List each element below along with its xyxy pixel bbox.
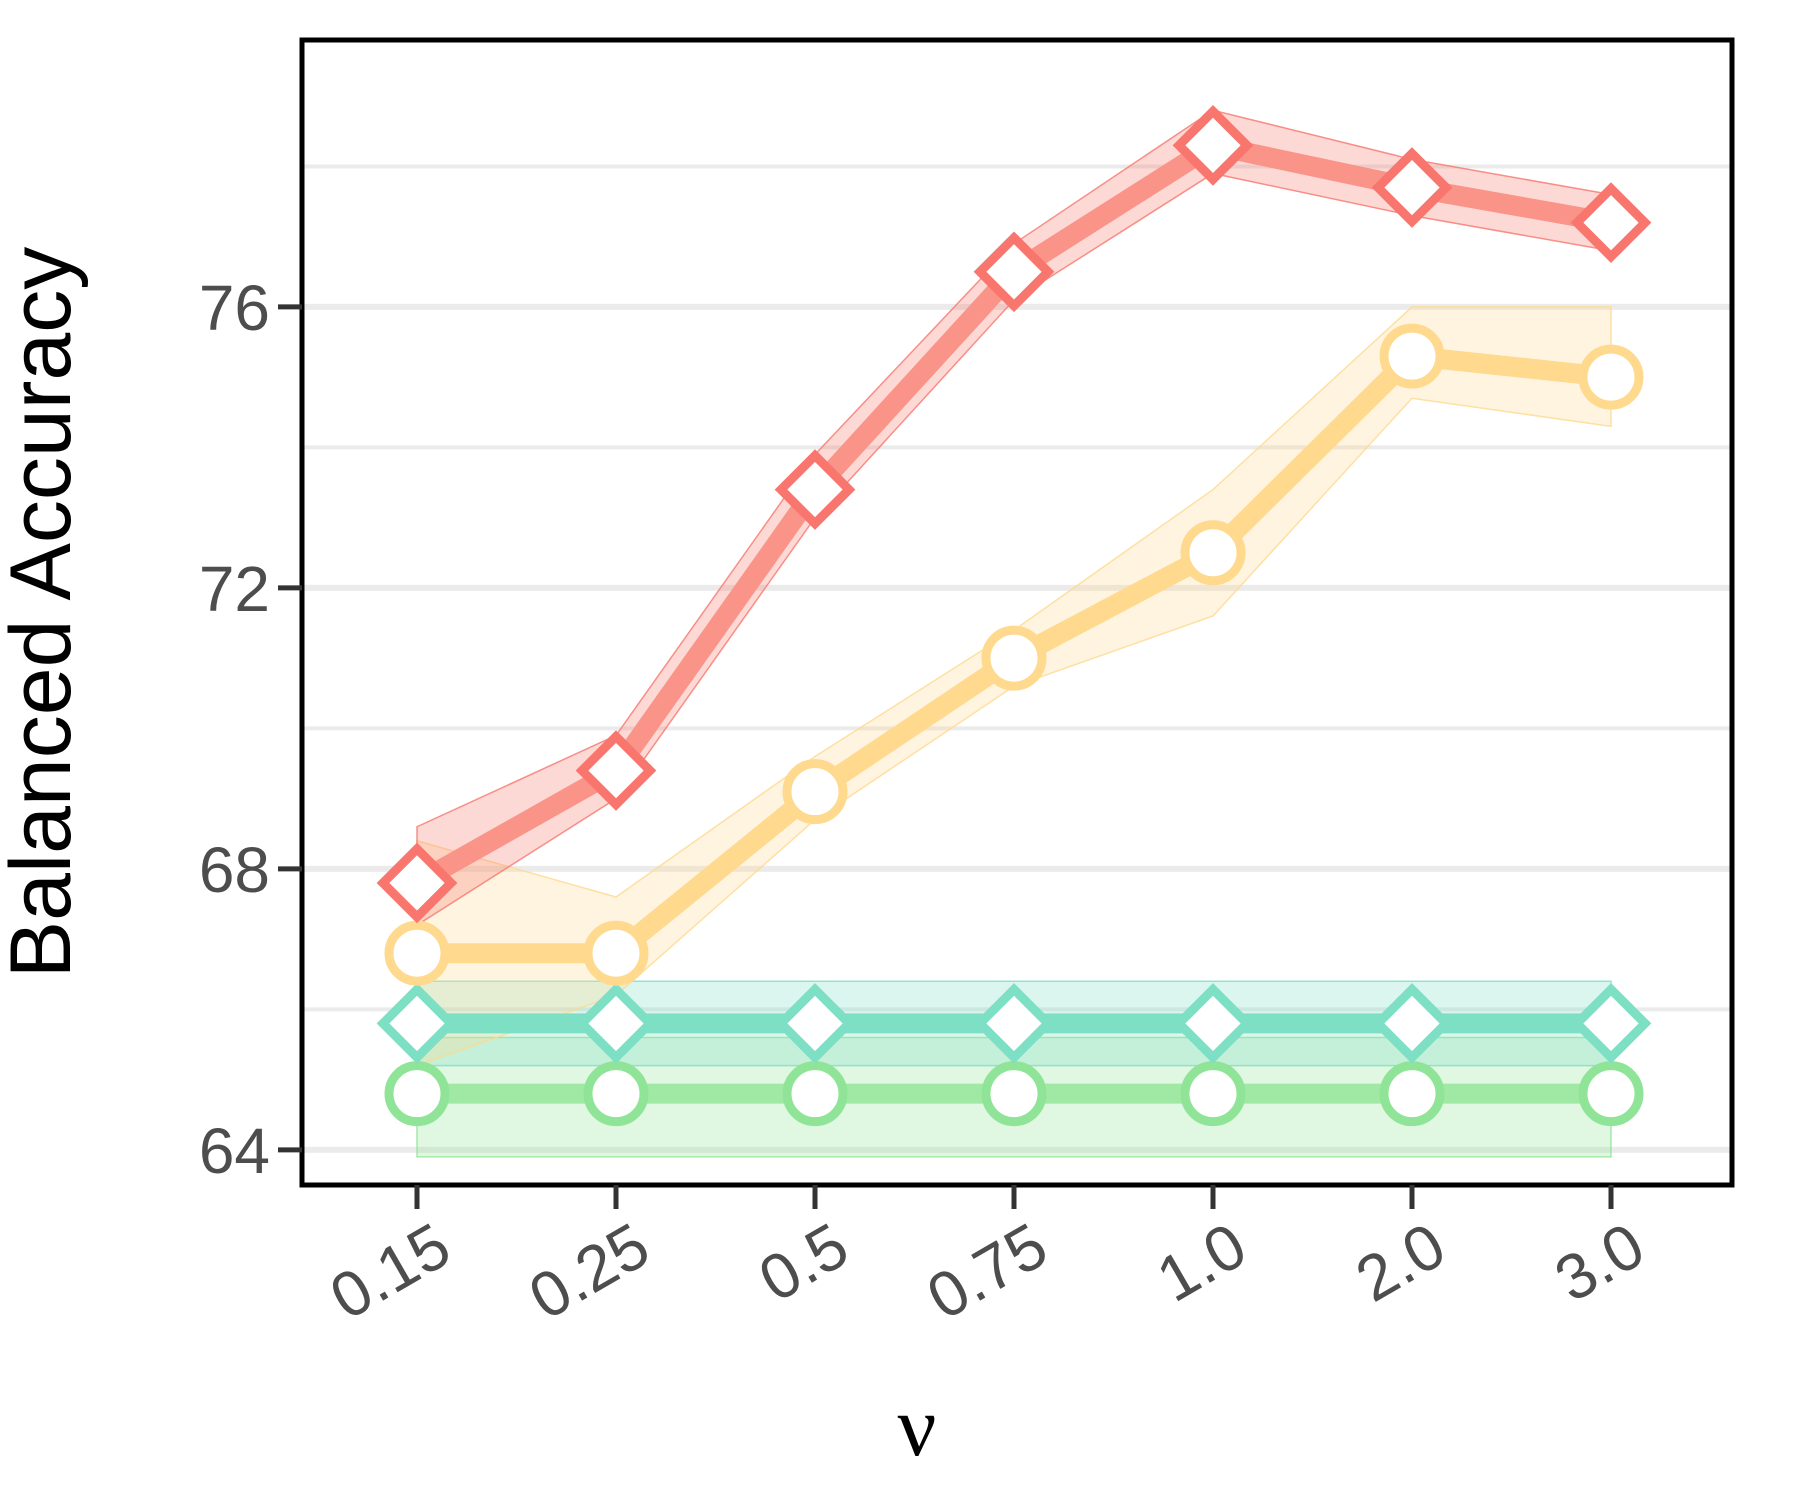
data-point-diamond <box>575 730 657 811</box>
x-tick-label: 3.0 <box>1543 1209 1656 1316</box>
x-tick-label: 0.15 <box>318 1209 462 1334</box>
data-point-diamond <box>774 983 856 1064</box>
y-tick-label: 64 <box>199 1115 270 1187</box>
data-point-diamond <box>1172 105 1254 186</box>
y-tick-label: 72 <box>199 553 270 625</box>
data-point-diamond <box>774 449 856 530</box>
data-point-circle <box>583 1061 649 1127</box>
data-point-diamond <box>1371 983 1453 1064</box>
data-point-circle <box>782 759 848 825</box>
data-point-diamond <box>973 231 1055 313</box>
series-markers <box>376 105 1652 1127</box>
data-point-diamond <box>376 983 458 1064</box>
x-tick-label: 0.75 <box>915 1209 1059 1334</box>
data-point-circle <box>1379 323 1445 389</box>
x-tick-label: 0.5 <box>747 1209 860 1316</box>
x-axis: 0.15 0.25 0.5 0.75 1.0 2.0 3.0 <box>318 1185 1656 1333</box>
data-point-circle <box>384 1061 450 1127</box>
data-point-circle <box>1578 1061 1644 1127</box>
x-tick-label: 2.0 <box>1344 1209 1457 1316</box>
x-tick-label: 1.0 <box>1145 1209 1258 1316</box>
data-point-circle <box>583 920 649 986</box>
data-point-diamond <box>973 983 1055 1064</box>
data-point-diamond <box>376 842 458 924</box>
y-axis-title: Balanced Accuracy <box>0 247 89 978</box>
data-point-diamond <box>1570 182 1652 264</box>
data-point-circle <box>981 625 1047 691</box>
data-point-circle <box>1180 520 1246 586</box>
data-point-diamond <box>1371 147 1453 228</box>
x-axis-title: ν <box>898 1378 937 1474</box>
y-tick-label: 76 <box>199 272 270 344</box>
x-tick-label: 0.25 <box>517 1209 661 1334</box>
data-point-diamond <box>1172 983 1254 1064</box>
data-point-circle <box>1578 344 1644 410</box>
data-point-circle <box>782 1061 848 1127</box>
data-point-circle <box>1180 1061 1246 1127</box>
data-point-diamond <box>1570 983 1652 1064</box>
data-point-diamond <box>575 983 657 1064</box>
plot-panel-border <box>299 37 1735 1188</box>
data-point-circle <box>1379 1061 1445 1127</box>
data-point-circle <box>384 920 450 986</box>
y-axis: 64 68 72 76 <box>199 272 302 1187</box>
y-tick-label: 68 <box>199 834 270 906</box>
data-point-circle <box>981 1061 1047 1127</box>
